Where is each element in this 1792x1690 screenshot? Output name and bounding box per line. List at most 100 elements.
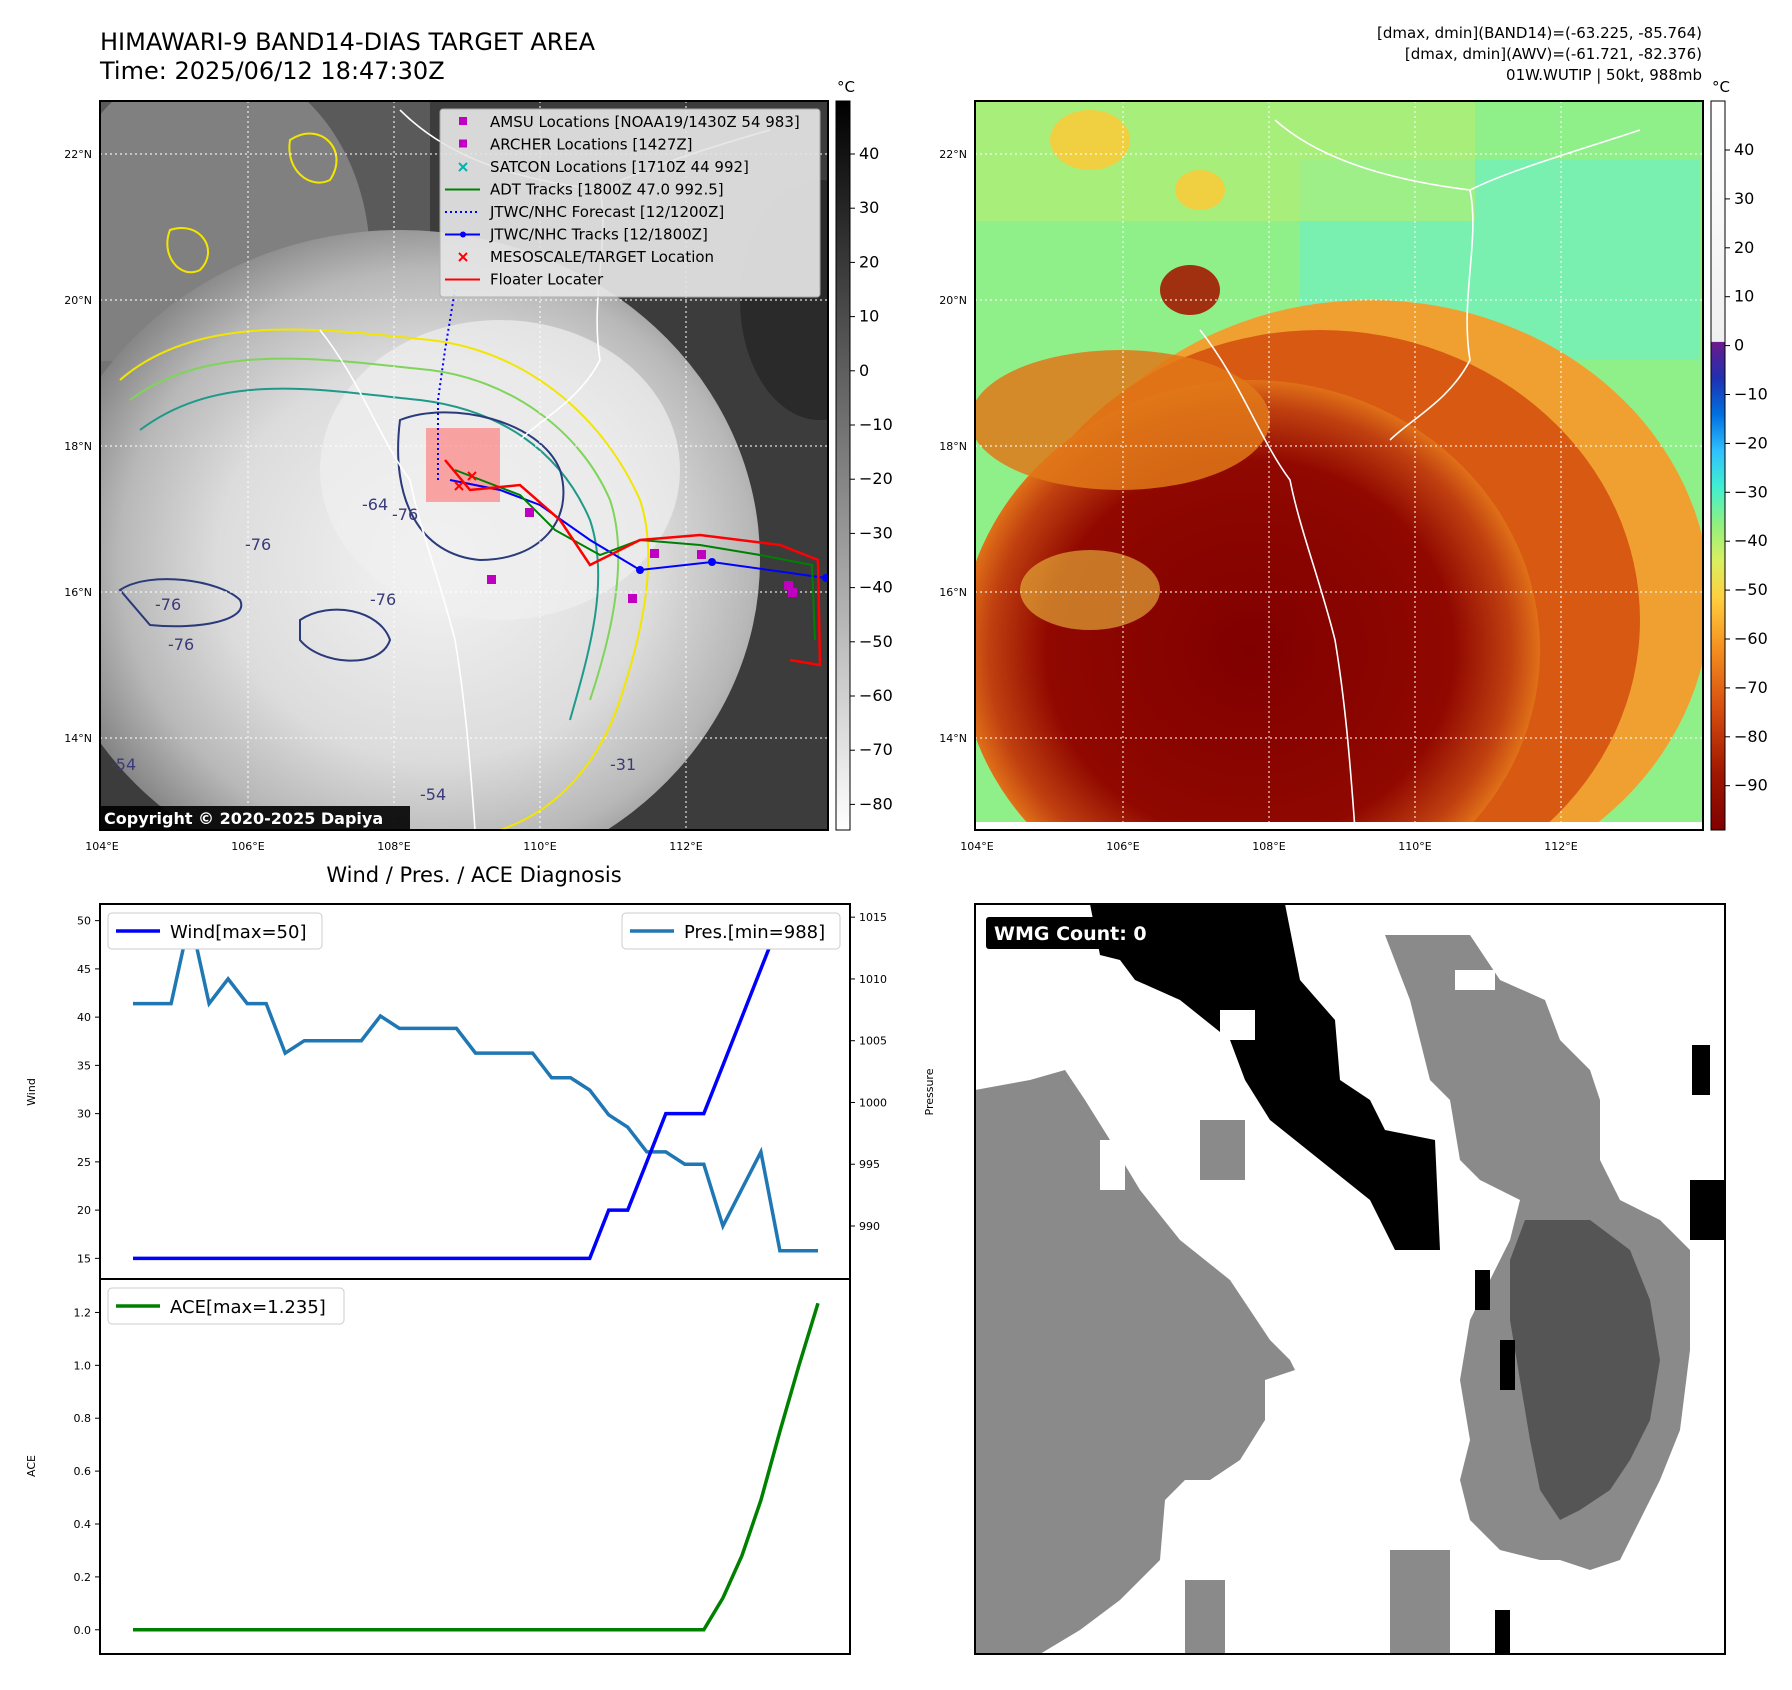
legend-label: SATCON Locations [1710Z 44 992]	[490, 158, 749, 176]
ace-legend: ACE[max=1.235]	[107, 1287, 345, 1325]
svg-text:104°E: 104°E	[960, 840, 993, 853]
colorbar-tick-label: −70	[859, 740, 893, 759]
ace-axis-label: ACE	[25, 1455, 38, 1477]
colorbar-tick-label: −90	[1734, 776, 1768, 795]
ir-lon-labels: 104°E 106°E 108°E 110°E 112°E	[85, 840, 702, 853]
colorbar-tick-label: 20	[859, 252, 879, 271]
legend-label: MESOSCALE/TARGET Location	[490, 248, 714, 266]
colorbar-tick-label: 10	[1734, 287, 1754, 306]
colorbar-tick-label: −80	[1734, 727, 1768, 746]
colorbar-tick-label: −50	[859, 632, 893, 651]
colorbar-tick-label: −50	[1734, 580, 1768, 599]
axis-tick-label: 990	[859, 1220, 880, 1233]
axis-tick-label: 1015	[859, 911, 887, 924]
colorbar-tick-label: 40	[1734, 140, 1754, 159]
legend-entry: AMSU Locations [NOAA19/1430Z 54 983]	[459, 113, 800, 131]
ir-map-panel: -64 -76 -76 -76 -76 -76 -54 -54 -31 Copy…	[64, 100, 829, 853]
stats-line3: 01W.WUTIP | 50kt, 988mb	[1506, 66, 1702, 84]
wmg-panel: WMG Count: 0	[974, 903, 1726, 1655]
svg-text:16°N: 16°N	[939, 586, 967, 599]
panel-title-line2: Time: 2025/06/12 18:47:30Z	[99, 57, 445, 85]
axis-tick-label: 20	[77, 1204, 91, 1217]
legend-label: Floater Locater	[490, 271, 604, 289]
colorbar-tick-label: −60	[1734, 629, 1768, 648]
diagnosis-title: Wind / Pres. / ACE Diagnosis	[326, 863, 621, 887]
svg-text:14°N: 14°N	[64, 732, 92, 745]
svg-text:104°E: 104°E	[85, 840, 118, 853]
wind-legend: Wind[max=50]	[107, 912, 323, 950]
stats-line2: [dmax, dmin](AWV)=(-61.721, -82.376)	[1405, 45, 1702, 63]
ir-colorbar: °C 40 30 20 10 0 −10 −20 −30 −40 −50 −60 −70 −80	[835, 78, 893, 831]
legend-entry: SATCON Locations [1710Z 44 992]	[458, 158, 749, 176]
legend-entry: JTWC/NHC Forecast [12/1200Z]	[445, 203, 724, 221]
contour-label: -76	[168, 635, 194, 654]
colorbar-tick-label: 0	[859, 361, 869, 380]
ace-series-line	[133, 1302, 820, 1632]
axis-tick-label: 1.2	[74, 1306, 92, 1319]
svg-text:14°N: 14°N	[939, 732, 967, 745]
contour-label: -54	[420, 785, 446, 804]
pressure-legend: Pres.[min=988]	[621, 912, 841, 950]
colorbar-tick-label: −20	[859, 469, 893, 488]
legend-label: JTWC/NHC Forecast [12/1200Z]	[489, 203, 724, 221]
axis-tick-label: 30	[77, 1108, 91, 1121]
axis-tick-label: 15	[77, 1252, 91, 1265]
svg-text:Pres.[min=988]: Pres.[min=988]	[684, 922, 825, 943]
legend-label: AMSU Locations [NOAA19/1430Z 54 983]	[490, 113, 800, 131]
axis-tick-label: 1000	[859, 1096, 887, 1109]
awv-lat-labels: 22°N 20°N 18°N 16°N 14°N	[939, 148, 967, 745]
svg-text:18°N: 18°N	[64, 440, 92, 453]
contour-label: -54	[110, 755, 136, 774]
axis-tick-label: 995	[859, 1158, 880, 1171]
pressure-axis-label: Pressure	[923, 1068, 936, 1115]
svg-text:16°N: 16°N	[64, 586, 92, 599]
svg-text:22°N: 22°N	[64, 148, 92, 161]
colorbar-tick-label: −80	[859, 794, 893, 813]
axis-tick-label: 1010	[859, 973, 887, 986]
legend-entry: ARCHER Locations [1427Z]	[459, 136, 693, 154]
wmg-count-label: WMG Count: 0	[994, 923, 1147, 945]
colorbar-tick-label: −60	[859, 686, 893, 705]
legend-marker	[459, 117, 467, 125]
awv-colorbar-unit: °C	[1712, 78, 1730, 96]
colorbar-tick-label: 10	[859, 307, 879, 326]
svg-text:Wind[max=50]: Wind[max=50]	[170, 922, 307, 943]
colorbar-tick-label: −10	[1734, 385, 1768, 404]
legend-entry: ADT Tracks [1800Z 47.0 992.5]	[445, 181, 724, 199]
pressure-series-line	[133, 916, 818, 1253]
legend-marker	[445, 231, 480, 238]
svg-text:110°E: 110°E	[1398, 840, 1431, 853]
colorbar-tick-label: −30	[1734, 482, 1768, 501]
svg-text:112°E: 112°E	[669, 840, 702, 853]
axis-tick-label: 45	[77, 963, 91, 976]
axis-tick-label: 35	[77, 1059, 91, 1072]
colorbar-tick-label: 0	[1734, 336, 1744, 355]
legend-label: JTWC/NHC Tracks [12/1800Z]	[489, 226, 708, 244]
svg-text:20°N: 20°N	[64, 294, 92, 307]
stats-line1: [dmax, dmin](BAND14)=(-63.225, -85.764)	[1377, 24, 1702, 42]
contour-label: -31	[610, 755, 636, 774]
ir-colorbar-unit: °C	[837, 78, 855, 96]
colorbar-tick-label: −10	[859, 415, 893, 434]
axis-tick-label: 0.4	[74, 1518, 92, 1531]
svg-text:106°E: 106°E	[1106, 840, 1139, 853]
svg-text:20°N: 20°N	[939, 294, 967, 307]
svg-text:106°E: 106°E	[231, 840, 264, 853]
svg-text:110°E: 110°E	[523, 840, 556, 853]
wind-axis-label: Wind	[25, 1078, 38, 1106]
axis-tick-label: 0.0	[74, 1624, 92, 1637]
colorbar-tick-label: 20	[1734, 238, 1754, 257]
colorbar-tick-label: −40	[859, 578, 893, 597]
ace-chart: 0.0 0.2 0.4 0.6 0.8 1.0 1.2 ACE ACE[max=1.235]	[25, 1278, 851, 1655]
legend-label: ADT Tracks [1800Z 47.0 992.5]	[490, 181, 724, 199]
colorbar-tick-label: 30	[859, 198, 879, 217]
legend-label: ARCHER Locations [1427Z]	[490, 136, 693, 154]
ir-legend: AMSU Locations [NOAA19/1430Z 54 983] ARCH…	[439, 108, 821, 298]
axis-tick-label: 0.6	[74, 1465, 92, 1478]
colorbar-tick-label: 30	[1734, 189, 1754, 208]
svg-text:108°E: 108°E	[1252, 840, 1285, 853]
axis-tick-label: 0.2	[74, 1571, 92, 1584]
legend-marker	[458, 252, 468, 262]
